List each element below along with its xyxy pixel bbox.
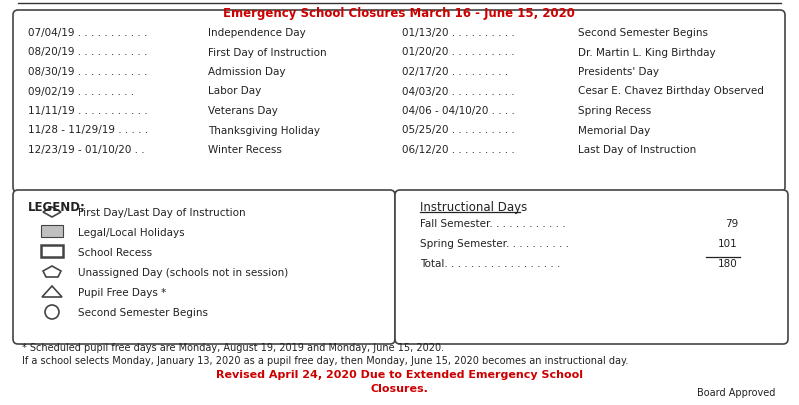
Text: Pupil Free Days *: Pupil Free Days * (78, 287, 166, 297)
Text: * Scheduled pupil free days are Monday, August 19, 2019 and Monday, June 15, 202: * Scheduled pupil free days are Monday, … (22, 342, 444, 352)
Text: Labor Day: Labor Day (208, 86, 261, 96)
Text: 79: 79 (725, 218, 738, 228)
Text: Admission Day: Admission Day (208, 67, 285, 77)
Text: 04/06 - 04/10/20 . . . .: 04/06 - 04/10/20 . . . . (402, 106, 515, 116)
Text: Emergency School Closures March 16 - June 15, 2020: Emergency School Closures March 16 - Jun… (223, 7, 575, 20)
Text: Winter Recess: Winter Recess (208, 145, 282, 155)
Text: Presidents' Day: Presidents' Day (578, 67, 659, 77)
FancyBboxPatch shape (395, 190, 788, 344)
Text: 11/11/19 . . . . . . . . . . .: 11/11/19 . . . . . . . . . . . (28, 106, 148, 116)
Text: First Day of Instruction: First Day of Instruction (208, 47, 327, 58)
Text: 101: 101 (718, 239, 738, 248)
Text: 08/20/19 . . . . . . . . . . .: 08/20/19 . . . . . . . . . . . (28, 47, 147, 58)
Text: 01/13/20 . . . . . . . . . .: 01/13/20 . . . . . . . . . . (402, 28, 515, 38)
Text: School Recess: School Recess (78, 247, 152, 257)
Text: 07/04/19 . . . . . . . . . . .: 07/04/19 . . . . . . . . . . . (28, 28, 147, 38)
Text: Second Semester Begins: Second Semester Begins (578, 28, 708, 38)
Text: 05/25/20 . . . . . . . . . .: 05/25/20 . . . . . . . . . . (402, 125, 515, 135)
Text: Cesar E. Chavez Birthday Observed: Cesar E. Chavez Birthday Observed (578, 86, 764, 96)
Text: Thanksgiving Holiday: Thanksgiving Holiday (208, 125, 320, 135)
Text: Last Day of Instruction: Last Day of Instruction (578, 145, 696, 155)
Text: 12/23/19 - 01/10/20 . .: 12/23/19 - 01/10/20 . . (28, 145, 145, 155)
Text: Spring Semester. . . . . . . . . .: Spring Semester. . . . . . . . . . (420, 239, 569, 248)
Text: Dr. Martin L. King Birthday: Dr. Martin L. King Birthday (578, 47, 716, 58)
FancyBboxPatch shape (13, 190, 395, 344)
Text: 180: 180 (718, 258, 738, 269)
Text: Closures.: Closures. (370, 383, 428, 393)
Text: 04/03/20 . . . . . . . . . .: 04/03/20 . . . . . . . . . . (402, 86, 515, 96)
Text: 01/20/20 . . . . . . . . . .: 01/20/20 . . . . . . . . . . (402, 47, 515, 58)
Text: Legal/Local Holidays: Legal/Local Holidays (78, 228, 185, 237)
Text: 06/12/20 . . . . . . . . . .: 06/12/20 . . . . . . . . . . (402, 145, 515, 155)
Text: Fall Semester. . . . . . . . . . . .: Fall Semester. . . . . . . . . . . . (420, 218, 566, 228)
Bar (41, 245, 63, 257)
Text: 08/30/19 . . . . . . . . . . .: 08/30/19 . . . . . . . . . . . (28, 67, 147, 77)
Bar (41, 226, 63, 237)
Text: Revised April 24, 2020 Due to Extended Emergency School: Revised April 24, 2020 Due to Extended E… (216, 369, 582, 379)
Text: First Day/Last Day of Instruction: First Day/Last Day of Instruction (78, 207, 245, 217)
FancyBboxPatch shape (13, 11, 785, 192)
Text: LEGEND:: LEGEND: (28, 200, 85, 213)
Text: Independence Day: Independence Day (208, 28, 306, 38)
Text: Second Semester Begins: Second Semester Begins (78, 307, 208, 317)
Text: 11/28 - 11/29/19 . . . . .: 11/28 - 11/29/19 . . . . . (28, 125, 148, 135)
Text: Instructional Days: Instructional Days (420, 200, 527, 213)
Text: 02/17/20 . . . . . . . . .: 02/17/20 . . . . . . . . . (402, 67, 508, 77)
Text: Veterans Day: Veterans Day (208, 106, 278, 116)
Text: Spring Recess: Spring Recess (578, 106, 651, 116)
Text: Unassigned Day (schools not in session): Unassigned Day (schools not in session) (78, 267, 288, 277)
Text: Total. . . . . . . . . . . . . . . . . .: Total. . . . . . . . . . . . . . . . . . (420, 258, 560, 269)
Text: Memorial Day: Memorial Day (578, 125, 650, 135)
Text: If a school selects Monday, January 13, 2020 as a pupil free day, then Monday, J: If a school selects Monday, January 13, … (22, 355, 628, 365)
Text: Board Approved: Board Approved (697, 387, 775, 397)
Text: 09/02/19 . . . . . . . . .: 09/02/19 . . . . . . . . . (28, 86, 134, 96)
